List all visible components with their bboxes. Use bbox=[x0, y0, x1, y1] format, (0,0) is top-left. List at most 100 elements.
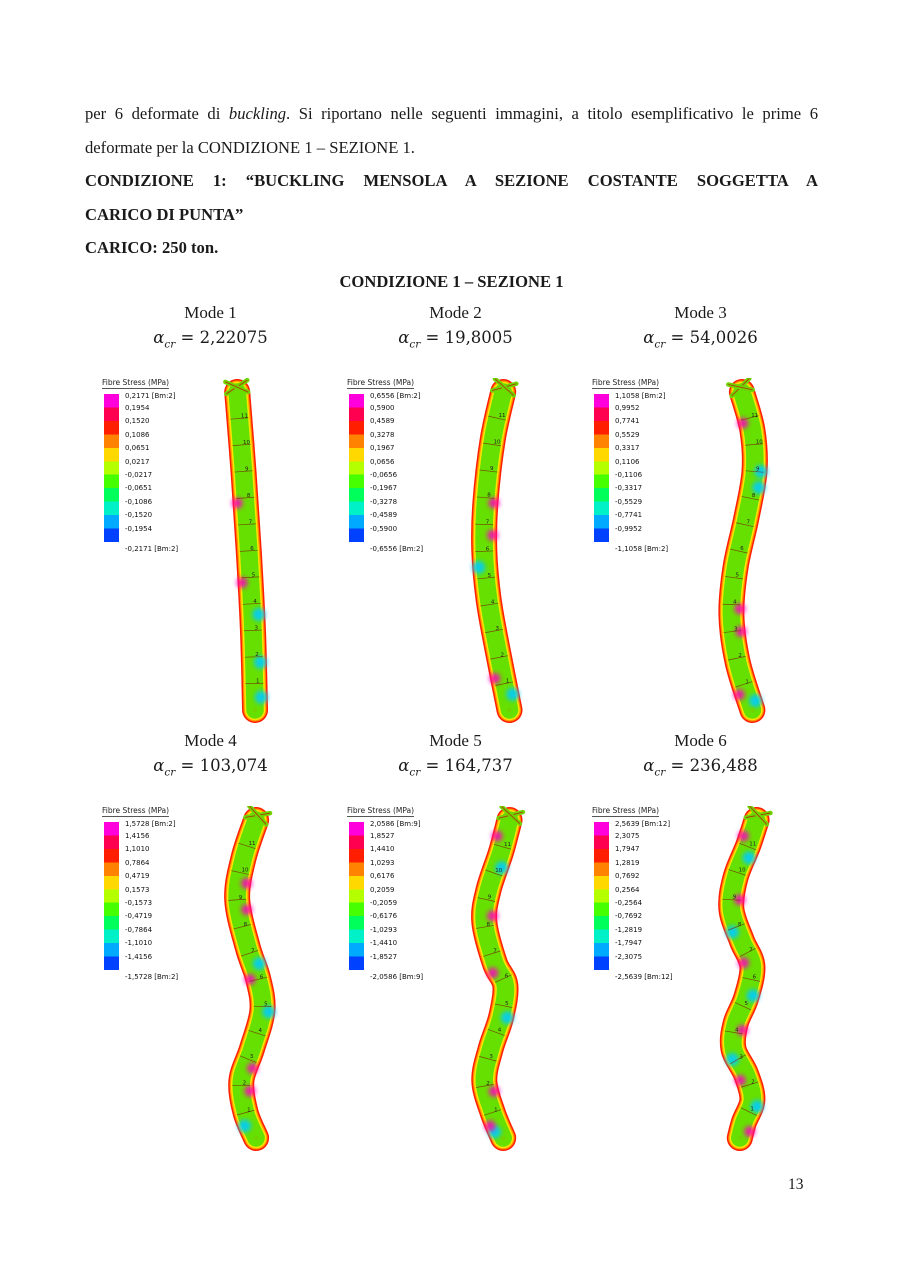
figure-panel: Fibre Stress (MPa) 1,1058 [Bm:2] 0,9952 0,… bbox=[578, 360, 823, 732]
svg-text:2: 2 bbox=[501, 653, 505, 659]
legend-value: -0,2564 bbox=[615, 899, 643, 908]
legend-title: Fibre Stress (MPa) bbox=[592, 806, 660, 818]
alpha-cr-line: αcr = 19,8005 bbox=[333, 328, 578, 350]
intro-italic-word: buckling bbox=[228, 104, 287, 123]
legend-title: Fibre Stress (MPa) bbox=[102, 378, 170, 390]
svg-text:7: 7 bbox=[486, 520, 490, 526]
svg-text:4: 4 bbox=[491, 600, 495, 606]
mode-header: Mode 4 αcr = 103,074 bbox=[88, 731, 333, 778]
mode-header: Mode 3 αcr = 54,0026 bbox=[578, 303, 823, 350]
legend-value: 0,6176 bbox=[370, 872, 395, 881]
svg-text:1: 1 bbox=[750, 1107, 754, 1113]
svg-text:5: 5 bbox=[744, 1001, 748, 1007]
legend-body: 1,1058 [Bm:2] 0,9952 0,7741 0,5529 0,3317 0,1… bbox=[592, 392, 692, 566]
alpha-cr-line: αcr = 2,22075 bbox=[88, 328, 333, 350]
legend-value: -0,1573 bbox=[125, 899, 153, 908]
svg-text:9: 9 bbox=[488, 895, 492, 901]
legend-value: 0,2171 [Bm:2] bbox=[125, 392, 176, 401]
legend-value: 0,1086 bbox=[125, 430, 150, 439]
legend-value: -0,1086 bbox=[125, 497, 153, 506]
legend-value: -0,6556 [Bm:2] bbox=[370, 545, 424, 554]
svg-text:1: 1 bbox=[256, 679, 260, 685]
svg-text:1: 1 bbox=[247, 1108, 251, 1114]
mode-figure: Mode 3 αcr = 54,0026 Fibre Stress (MPa) … bbox=[578, 303, 823, 732]
alpha-value: = 164,737 bbox=[425, 756, 513, 775]
legend-value: 0,5529 bbox=[615, 430, 640, 439]
alpha-symbol: α bbox=[643, 328, 655, 347]
mode-title: Mode 4 bbox=[184, 731, 237, 750]
stress-legend: Fibre Stress (MPa) 0,2171 [Bm:2] 0,1954 0,… bbox=[102, 372, 202, 566]
buckling-mode-shape: 11 10 9 8 7 6 5 4 3 2 1 bbox=[718, 378, 768, 724]
svg-text:6: 6 bbox=[753, 975, 757, 981]
mode-header: Mode 6 αcr = 236,488 bbox=[578, 731, 823, 778]
mode-title: Mode 1 bbox=[184, 303, 237, 322]
svg-text:2: 2 bbox=[751, 1080, 755, 1086]
alpha-symbol: α bbox=[153, 328, 165, 347]
legend-value: -2,5639 [Bm:12] bbox=[615, 973, 673, 982]
svg-text:3: 3 bbox=[734, 627, 738, 633]
mode-title: Mode 2 bbox=[429, 303, 482, 322]
legend-value: 2,3075 bbox=[615, 831, 640, 840]
svg-text:8: 8 bbox=[487, 493, 491, 499]
svg-text:3: 3 bbox=[254, 626, 258, 632]
legend-value: 0,3317 bbox=[615, 444, 640, 453]
svg-text:9: 9 bbox=[245, 467, 249, 473]
legend-value: 0,5900 bbox=[370, 403, 395, 412]
legend-value: -0,5900 bbox=[370, 524, 398, 533]
svg-text:7: 7 bbox=[249, 520, 253, 526]
legend-colorbar bbox=[594, 822, 609, 971]
legend-value: 0,9952 bbox=[615, 403, 640, 412]
buckling-mode-shape: 11 10 9 8 7 6 5 4 3 2 1 bbox=[471, 806, 526, 1152]
svg-text:6: 6 bbox=[740, 546, 744, 552]
svg-text:4: 4 bbox=[733, 600, 737, 606]
legend-value: 0,2059 bbox=[370, 885, 395, 894]
svg-text:8: 8 bbox=[244, 922, 248, 928]
legend-value: 0,7692 bbox=[615, 872, 640, 881]
legend-title: Fibre Stress (MPa) bbox=[102, 806, 170, 818]
svg-text:5: 5 bbox=[488, 573, 492, 579]
legend-value: 2,5639 [Bm:12] bbox=[615, 820, 671, 829]
legend-value: 0,1520 bbox=[125, 417, 150, 426]
svg-text:2: 2 bbox=[738, 654, 742, 660]
legend-value: 1,4410 bbox=[370, 845, 395, 854]
svg-text:1: 1 bbox=[745, 680, 749, 686]
legend-body: 2,0586 [Bm:9] 1,8527 1,4410 1,0293 0,6176 0,2… bbox=[347, 820, 447, 994]
svg-text:2: 2 bbox=[486, 1081, 490, 1087]
legend-value: -1,7947 bbox=[615, 939, 643, 948]
mode-title: Mode 3 bbox=[674, 303, 727, 322]
svg-text:4: 4 bbox=[259, 1028, 263, 1034]
alpha-value: = 2,22075 bbox=[180, 328, 268, 347]
svg-text:4: 4 bbox=[735, 1028, 739, 1034]
svg-text:1: 1 bbox=[494, 1108, 498, 1114]
svg-text:8: 8 bbox=[752, 494, 756, 500]
buckling-mode-shape: 11 10 9 8 7 6 5 4 3 2 1 bbox=[471, 378, 523, 724]
figure-panel: Fibre Stress (MPa) 0,6556 [Bm:2] 0,5900 0,… bbox=[333, 360, 578, 732]
svg-text:9: 9 bbox=[733, 895, 737, 901]
legend-value: -0,7741 bbox=[615, 511, 643, 520]
intro-paragraph: per 6 deformate di buckling. Si riportan… bbox=[85, 97, 818, 164]
legend-value: -1,4410 bbox=[370, 939, 398, 948]
svg-text:10: 10 bbox=[756, 440, 763, 446]
alpha-value: = 19,8005 bbox=[425, 328, 513, 347]
page-number: 13 bbox=[788, 1176, 804, 1193]
svg-text:10: 10 bbox=[243, 440, 250, 446]
legend-value: 1,1058 [Bm:2] bbox=[615, 392, 666, 401]
stress-legend: Fibre Stress (MPa) 0,6556 [Bm:2] 0,5900 0,… bbox=[347, 372, 447, 566]
svg-text:1: 1 bbox=[506, 679, 510, 685]
mode-figure: Mode 1 αcr = 2,22075 Fibre Stress (MPa) … bbox=[88, 303, 333, 732]
svg-text:7: 7 bbox=[251, 949, 255, 955]
alpha-subscript: cr bbox=[654, 766, 666, 779]
legend-value: -0,1106 bbox=[615, 471, 643, 480]
svg-text:5: 5 bbox=[252, 573, 256, 579]
alpha-subscript: cr bbox=[409, 766, 421, 779]
figure-group-title: CONDIZIONE 1 – SEZIONE 1 bbox=[339, 271, 564, 291]
legend-value: 1,7947 bbox=[615, 845, 640, 854]
svg-text:2: 2 bbox=[243, 1081, 247, 1087]
legend-body: 0,6556 [Bm:2] 0,5900 0,4589 0,3278 0,1967 0,0… bbox=[347, 392, 447, 566]
figure-panel: Fibre Stress (MPa) 2,5639 [Bm:12] 2,3075 1… bbox=[578, 788, 823, 1160]
condition-heading-line1: CONDIZIONE 1: “BUCKLING MENSOLA A SEZION… bbox=[85, 171, 818, 190]
stress-legend: Fibre Stress (MPa) 1,5728 [Bm:2] 1,4156 1,… bbox=[102, 800, 202, 994]
legend-value: 0,1573 bbox=[125, 885, 150, 894]
legend-value: -0,1954 bbox=[125, 524, 153, 533]
